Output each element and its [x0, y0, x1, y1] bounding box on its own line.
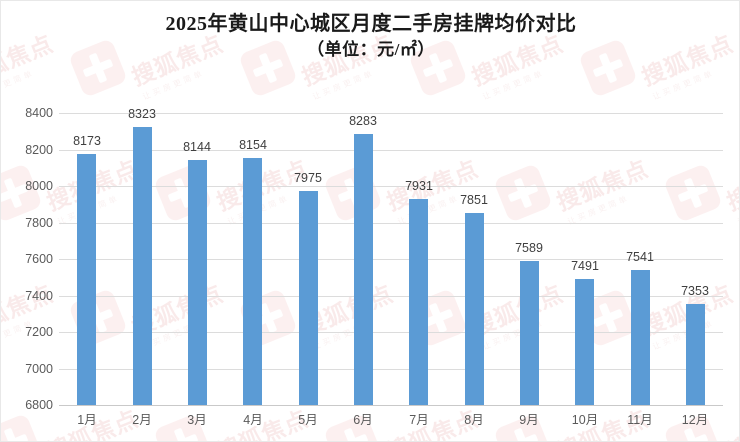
gridline	[59, 150, 723, 151]
x-axis-tick-label: 11月	[627, 413, 653, 427]
bar-value-label: 7491	[571, 259, 599, 273]
bar-value-label: 8323	[128, 107, 156, 121]
x-axis-tick-label: 4月	[243, 413, 263, 427]
bar-value-label: 7975	[294, 171, 322, 185]
bar-value-label: 7353	[681, 284, 709, 298]
chart-title-block: 2025年黄山中心城区月度二手房挂牌均价对比 （单位：元/㎡）	[1, 11, 739, 62]
y-axis-tick-label: 7200	[25, 325, 53, 339]
y-axis-tick-label: 7800	[25, 216, 53, 230]
y-axis-tick-label: 8000	[25, 179, 53, 193]
x-axis-tick-label: 12月	[681, 413, 709, 427]
bar[interactable]	[409, 199, 428, 405]
gridline	[59, 113, 723, 114]
bar[interactable]	[299, 191, 318, 405]
gridline	[59, 223, 723, 224]
chart-subtitle: （单位：元/㎡）	[307, 40, 435, 59]
bar[interactable]	[465, 213, 484, 405]
bar-value-label: 7851	[460, 193, 488, 207]
gridline	[59, 259, 723, 260]
x-axis-tick-label: 3月	[187, 413, 207, 427]
gridline	[59, 186, 723, 187]
bar[interactable]	[188, 160, 207, 405]
x-axis-tick-label: 6月	[353, 413, 373, 427]
y-axis-tick-label: 8200	[25, 143, 53, 157]
x-axis-tick-label: 9月	[519, 413, 539, 427]
y-axis-tick-label: 7400	[25, 289, 53, 303]
bar[interactable]	[686, 304, 705, 405]
bar-value-label: 7589	[515, 241, 543, 255]
y-axis-tick-label: 7000	[25, 362, 53, 376]
bar-value-label: 8173	[73, 134, 101, 148]
bar[interactable]	[631, 270, 650, 405]
gridline	[59, 369, 723, 370]
bar-value-label: 7541	[626, 250, 654, 264]
bar-value-label: 8283	[349, 114, 377, 128]
bar[interactable]	[520, 261, 539, 405]
y-axis-tick-label: 6800	[25, 398, 53, 412]
x-axis-tick-label: 2月	[132, 413, 152, 427]
bar-value-label: 8154	[239, 138, 267, 152]
bar[interactable]	[77, 154, 96, 405]
x-axis-tick-label: 8月	[464, 413, 484, 427]
bar-value-label: 7931	[405, 179, 433, 193]
bar[interactable]	[575, 279, 594, 405]
x-axis-tick-label: 10月	[571, 413, 599, 427]
axis-baseline	[59, 405, 723, 406]
y-axis-tick-label: 8400	[25, 106, 53, 120]
x-axis-tick-label: 7月	[409, 413, 429, 427]
bar[interactable]	[133, 127, 152, 405]
gridline	[59, 296, 723, 297]
y-axis-tick-label: 7600	[25, 252, 53, 266]
bar[interactable]	[243, 158, 262, 405]
chart-title: 2025年黄山中心城区月度二手房挂牌均价对比	[165, 13, 577, 35]
bar[interactable]	[354, 134, 373, 405]
x-axis-tick-label: 5月	[298, 413, 318, 427]
bar-value-label: 8144	[183, 140, 211, 154]
gridline	[59, 332, 723, 333]
x-axis-tick-label: 1月	[77, 413, 97, 427]
